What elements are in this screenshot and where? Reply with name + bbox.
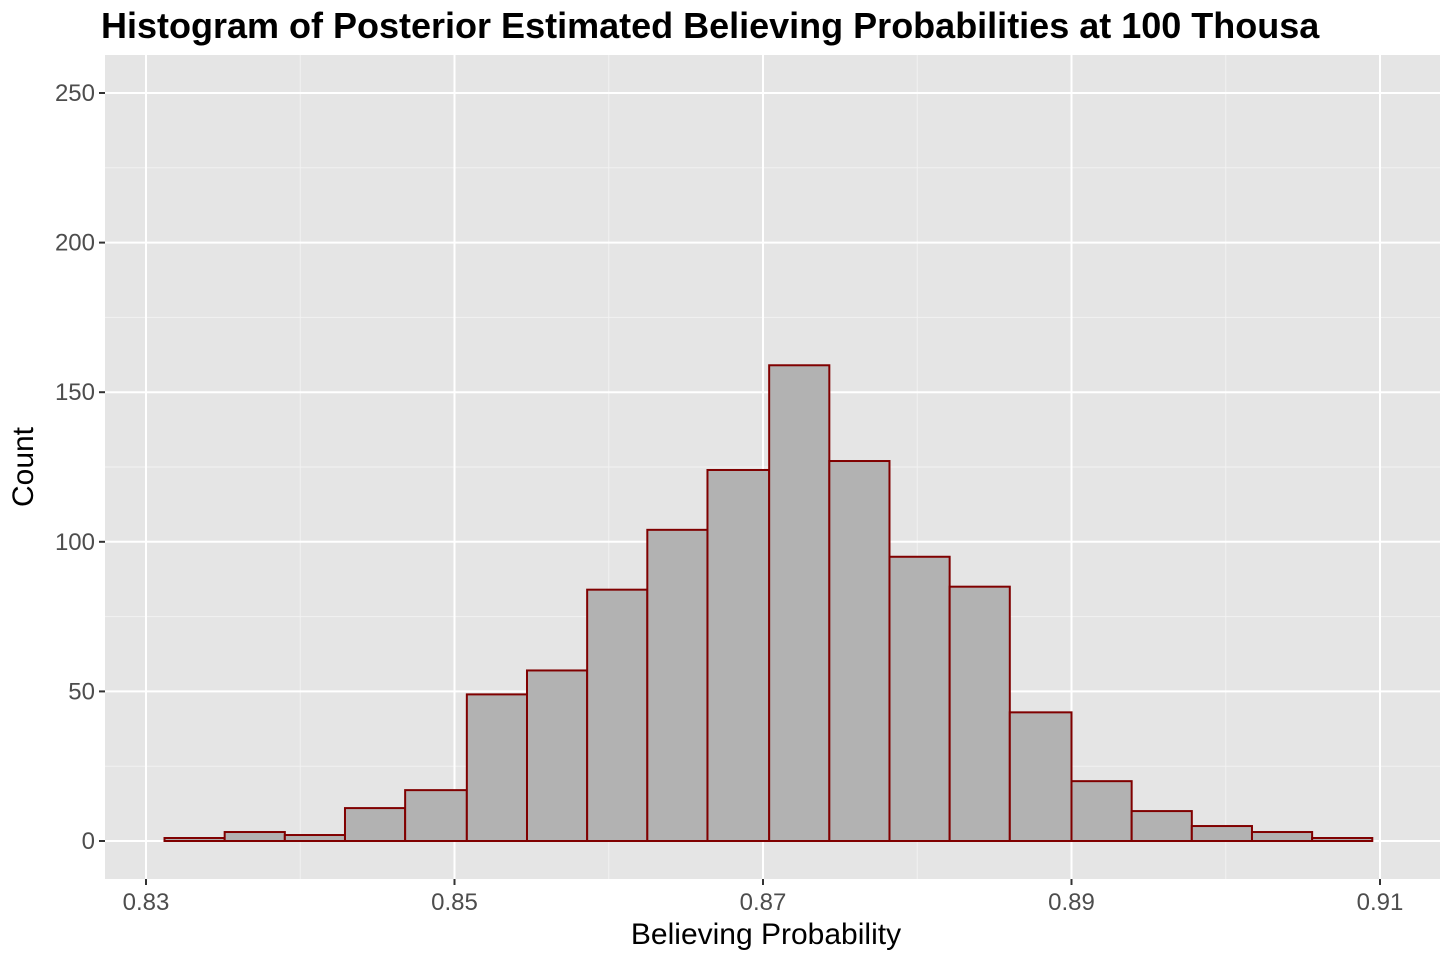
histogram-bar [1130,810,1193,843]
histogram-bar [1190,825,1253,842]
histogram-bar [828,460,891,842]
histogram-bar [1008,711,1073,842]
histogram-bar [1070,780,1133,842]
y-tick-label: 200 [55,230,95,257]
histogram-bar [163,837,226,842]
histogram-bars [163,364,1374,843]
histogram-bar [646,528,709,842]
histogram-bar [768,364,831,842]
y-tick-label: 0 [82,828,95,855]
histogram-bar [948,585,1011,842]
x-axis-title: Believing Probability [631,918,901,951]
histogram-bar [706,468,771,842]
x-tick-label: 0.91 [1357,889,1404,916]
histogram-bar [525,669,589,842]
histogram-bar [343,807,407,843]
y-axis: 0 50 100 150 200 250 [55,80,105,855]
histogram-bar [223,831,286,842]
histogram-bar [888,555,951,842]
histogram-bar [1311,837,1374,842]
x-tick-label: 0.89 [1048,889,1095,916]
x-tick-label: 0.87 [740,889,787,916]
chart-title: Histogram of Posterior Estimated Believi… [101,5,1320,46]
histogram-bar [283,834,346,842]
histogram-bar [586,588,649,842]
x-axis: 0.83 0.85 0.87 0.89 0.91 [123,879,1404,916]
histogram-bar [404,789,468,842]
histogram-bar [1250,831,1314,842]
y-tick-label: 250 [55,80,95,107]
x-tick-label: 0.85 [431,889,478,916]
y-tick-label: 50 [68,678,95,705]
y-tick-label: 150 [55,379,95,406]
histogram-bar [465,693,528,843]
y-tick-label: 100 [55,529,95,556]
x-tick-label: 0.83 [123,889,170,916]
y-axis-title: Count [7,426,40,507]
